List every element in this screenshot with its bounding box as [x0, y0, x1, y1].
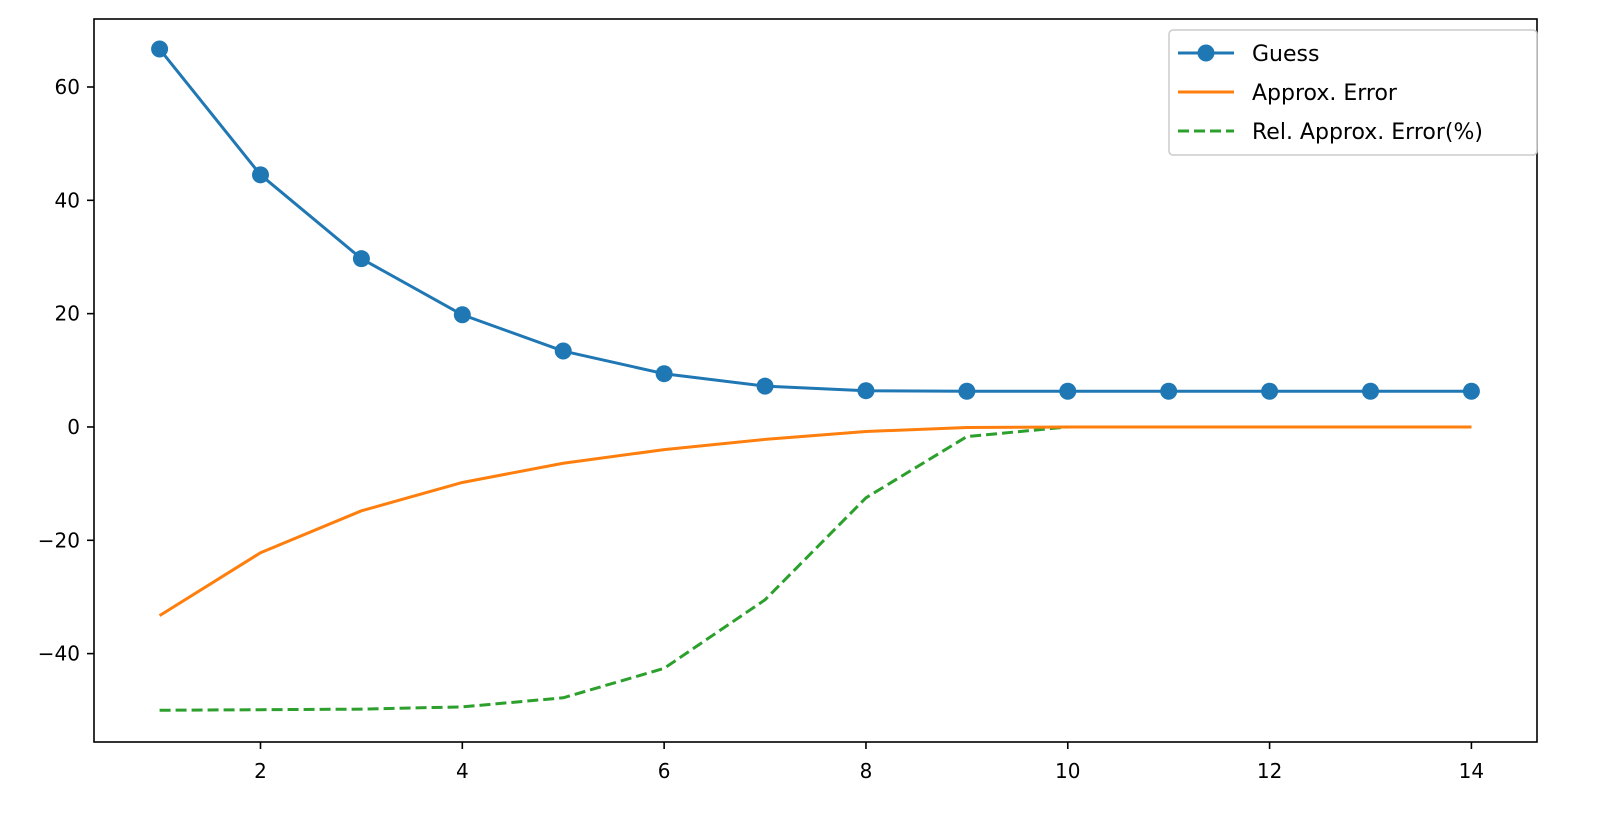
y-tick-label: −40 — [38, 642, 80, 666]
series-line-2 — [158, 425, 1472, 617]
legend-label-3: Rel. Approx. Error(%) — [1252, 120, 1483, 145]
y-tick-label: 0 — [67, 415, 80, 439]
axes-layer: 2 4 6 8 10 12 14 −40 −20 0 20 40 60 — [38, 18, 1538, 783]
data-point — [554, 342, 572, 360]
x-tick-label: 8 — [860, 759, 873, 783]
data-point — [1160, 382, 1178, 400]
legend-label-2: Approx. Error — [1252, 81, 1398, 106]
data-point — [655, 365, 673, 383]
legend: Guess Approx. Error Rel. Approx. Error(%) — [1168, 29, 1538, 156]
y-tick-label: 20 — [55, 302, 80, 326]
data-point — [453, 306, 471, 324]
y-tick-label: 60 — [55, 75, 80, 99]
data-point — [1362, 382, 1379, 400]
x-tick-label: 6 — [658, 759, 671, 783]
data-point — [756, 377, 774, 395]
data-point — [857, 382, 875, 400]
x-tick-label: 10 — [1055, 759, 1080, 783]
data-point — [958, 382, 976, 400]
data-point — [252, 166, 269, 184]
data-point — [1462, 382, 1480, 400]
x-tick-label: 2 — [254, 759, 267, 783]
legend-marker — [1197, 44, 1215, 62]
data-point — [151, 40, 169, 58]
data-point — [1059, 382, 1077, 400]
y-tick-label: −20 — [38, 528, 80, 552]
y-tick-label: 40 — [55, 188, 80, 212]
series-layer — [151, 40, 1480, 712]
series-line-3 — [159, 425, 1472, 712]
legend-label-1: Guess — [1252, 42, 1319, 67]
data-point — [1261, 382, 1279, 400]
data-point — [352, 250, 370, 268]
x-tick-label: 14 — [1459, 759, 1484, 783]
plot-frame — [93, 18, 1538, 743]
legend-box — [1168, 29, 1538, 156]
x-tick-label: 12 — [1257, 759, 1282, 783]
x-tick-label: 4 — [456, 759, 469, 783]
series-line-1 — [158, 48, 1472, 393]
